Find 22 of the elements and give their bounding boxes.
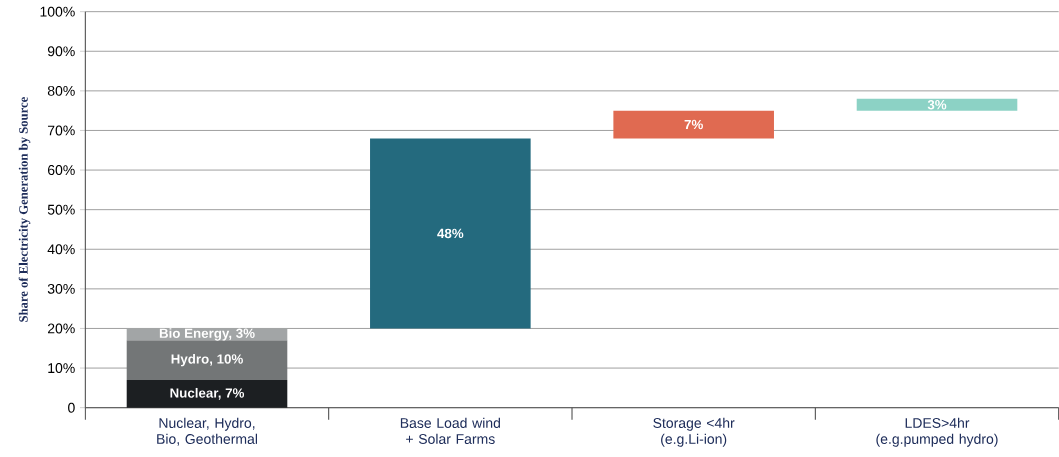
x-tick-label: Nuclear, Hydro, Bio, Geothermal <box>157 417 258 446</box>
x-tick-label: Base Load wind + Solar Farms <box>400 417 500 444</box>
y-tick-label: 90% <box>47 46 75 57</box>
data-label: Hydro, 10% <box>171 353 243 367</box>
data-label: 3% <box>927 100 947 110</box>
y-tick-label: 70% <box>47 125 75 136</box>
y-tick-label: 20% <box>47 323 75 334</box>
y-axis-title: Share of Electricity Generation by Source <box>18 97 31 322</box>
y-tick-label: 50% <box>47 204 75 215</box>
data-label: 7% <box>684 119 703 130</box>
y-tick-label: 80% <box>47 85 75 96</box>
y-tick-label: 0 <box>68 402 75 413</box>
y-tick-label: 60% <box>47 165 75 176</box>
data-label: 48% <box>437 228 464 239</box>
x-tick-label: LDES>4hr (e.g.pumped hydro) <box>876 417 998 447</box>
y-tick-label: 100% <box>40 6 75 17</box>
data-label: Bio Energy, 3% <box>159 328 255 341</box>
y-tick-label: 10% <box>48 363 75 374</box>
y-tick-label: 40% <box>47 244 75 255</box>
data-label: Nuclear, 7% <box>170 387 245 400</box>
x-tick-label: Storage <4hr (e.g.Li-ion) <box>653 417 735 447</box>
y-tick-label: 30% <box>47 283 75 294</box>
